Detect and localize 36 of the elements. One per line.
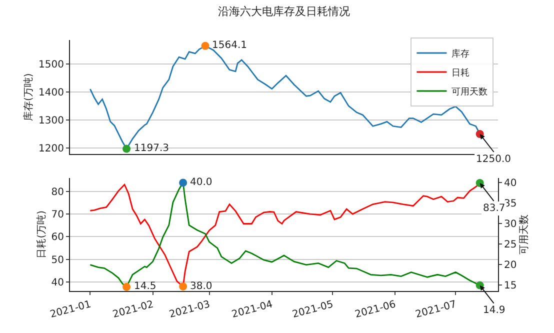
y-axis-title: 库存(万吨) [22, 73, 35, 122]
y-tick-label: 1400 [38, 87, 64, 98]
data-label: 1197.3 [134, 143, 169, 154]
y-axis-title: 日耗(万吨) [35, 210, 48, 258]
data-label: 1250.0 [476, 154, 511, 165]
y-tick-label: 80 [51, 186, 64, 198]
y2-tick-label: 20 [504, 260, 517, 271]
data-label: 38.0 [190, 281, 212, 292]
y2-tick-label: 35 [504, 198, 517, 210]
point [179, 178, 188, 187]
y-tick-label: 40 [51, 277, 64, 288]
y2-tick-label: 30 [504, 219, 517, 230]
y2-tick-label: 15 [504, 280, 517, 292]
y-tick-label: 70 [51, 210, 64, 221]
x-tick-label: 2021-01 [49, 299, 92, 321]
legend-label: 可用天数 [452, 86, 488, 98]
legend-label: 库存 [452, 48, 470, 60]
y-tick-label: 50 [51, 254, 64, 266]
y-tick-label: 1500 [38, 59, 64, 70]
data-label: 40.0 [190, 177, 212, 188]
y2-axis-title: 可用天数 [519, 214, 530, 254]
x-tick-label: 2021-02 [112, 299, 155, 321]
y-tick-label: 1200 [38, 144, 64, 155]
data-label: 83.7 [483, 203, 506, 214]
point [122, 282, 131, 291]
data-label: 14.5 [134, 281, 156, 292]
y2-tick-label: 40 [504, 178, 517, 190]
legend-label: 日耗 [452, 68, 470, 78]
data-label: 1564.1 [212, 40, 247, 51]
y-tick-label: 60 [51, 232, 64, 244]
y-tick-label: 1300 [38, 115, 64, 126]
chart-title: 沿海六大电库存及日耗情况 [218, 5, 350, 18]
data-label: 14.9 [483, 305, 506, 316]
y2-tick-label: 25 [504, 240, 517, 250]
point [122, 144, 131, 153]
point [201, 42, 210, 50]
